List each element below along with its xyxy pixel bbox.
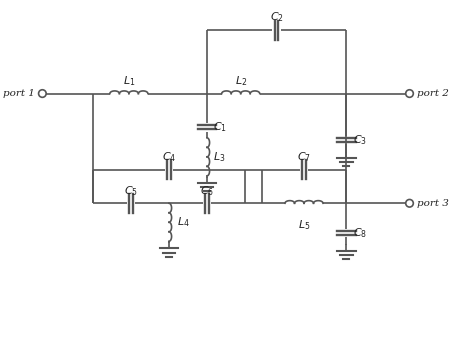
Text: $C_7$: $C_7$: [297, 150, 311, 164]
Text: $L_2$: $L_2$: [235, 74, 247, 88]
Text: $L_3$: $L_3$: [213, 150, 226, 164]
Text: port 1: port 1: [3, 89, 35, 98]
Text: port 3: port 3: [417, 199, 449, 208]
Text: port 2: port 2: [417, 89, 449, 98]
Text: $L_5$: $L_5$: [298, 218, 310, 232]
Text: $C_2$: $C_2$: [270, 10, 283, 24]
Text: $L_1$: $L_1$: [123, 74, 135, 88]
Text: $C_8$: $C_8$: [353, 226, 367, 240]
Text: $C_4$: $C_4$: [162, 150, 176, 164]
Text: $C_1$: $C_1$: [213, 120, 228, 134]
Text: $C_5$: $C_5$: [124, 184, 138, 198]
Text: $C_3$: $C_3$: [353, 133, 366, 147]
Text: $L_4$: $L_4$: [177, 215, 189, 229]
Text: $C_6$: $C_6$: [200, 184, 214, 198]
